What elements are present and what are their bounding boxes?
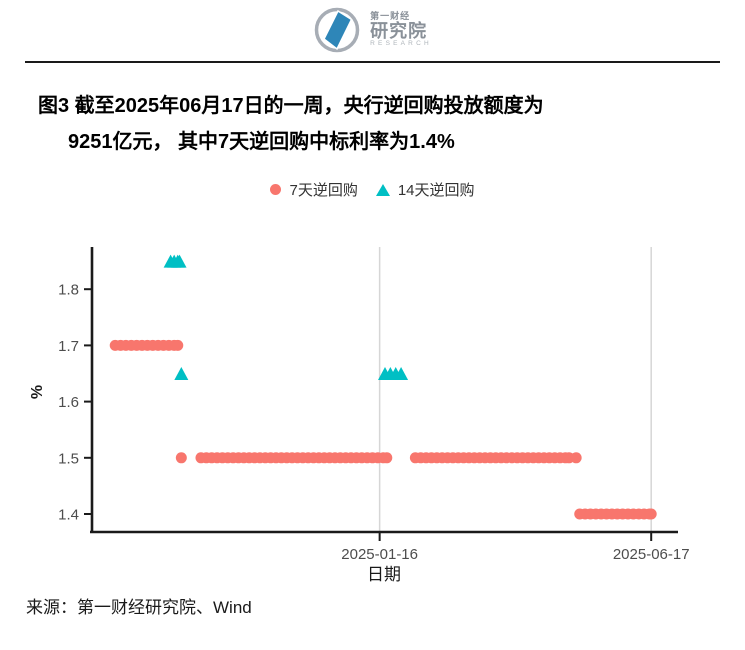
y-tick-label: 1.8 (58, 282, 79, 299)
y-axis-title: % (29, 385, 46, 399)
data-point-7d (172, 339, 184, 351)
chart-legend: 7天逆回购 14天逆回购 (0, 179, 745, 200)
y-tick-label: 1.7 (58, 338, 79, 355)
chart-plot-area: 1.4 1.5 1.6 1.7 1.8 2025-01-16 2025-06-17 日期% (0, 230, 745, 585)
data-point-7d (381, 452, 393, 464)
data-point-7d (570, 452, 582, 464)
logo-brand-large: 研究院 (370, 20, 428, 41)
header-logo: 第一财经 研究院 RESEARCH (0, 4, 745, 56)
data-point-14d (174, 367, 189, 380)
figure-title-line1: 图3 截至2025年06月17日的一周，央行逆回购投放额度为 (38, 95, 544, 117)
legend-item-7d: 7天逆回购 (270, 179, 358, 200)
logo-brand-english: RESEARCH (370, 39, 432, 47)
data-point-14d (394, 367, 409, 380)
legend-item-14d: 14天逆回购 (375, 179, 475, 200)
yicai-logo-icon (314, 7, 360, 53)
y-tick-label: 1.5 (58, 450, 79, 467)
logo-wordmark: 第一财经 研究院 RESEARCH (370, 11, 432, 47)
data-point-7d (645, 508, 657, 520)
chart-svg: 1.4 1.5 1.6 1.7 1.8 2025-01-16 2025-06-17 日期% (29, 247, 690, 584)
x-tick-label: 2025-01-16 (341, 546, 418, 563)
y-tick-label: 1.6 (58, 394, 79, 411)
legend-label-14d: 14天逆回购 (397, 182, 475, 199)
legend-circle-marker-icon (270, 184, 282, 195)
x-tick-label: 2025-06-17 (613, 546, 690, 563)
header-separator-line (25, 61, 720, 63)
figure-title-line2: 9251亿元， 其中7天逆回购中标利率为1.4% (68, 131, 455, 153)
legend-triangle-marker-icon (375, 183, 390, 196)
logo-brand-small: 第一财经 (370, 11, 411, 22)
x-axis-title: 日期 (367, 565, 401, 584)
figure-title: 图3 截至2025年06月17日的一周，央行逆回购投放额度为 9251亿元， 其… (38, 88, 708, 160)
data-point-7d (175, 452, 187, 464)
y-tick-label: 1.4 (58, 507, 79, 524)
source-caption: 来源：第一财经研究院、Wind (26, 598, 252, 617)
data-point-14d (172, 254, 187, 268)
legend-label-7d: 7天逆回购 (289, 182, 358, 199)
